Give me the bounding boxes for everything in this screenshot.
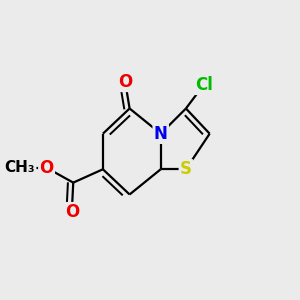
Text: O: O (39, 159, 54, 177)
Text: Cl: Cl (195, 76, 213, 94)
Text: CH₃: CH₃ (4, 160, 35, 175)
Text: O: O (118, 73, 132, 91)
Text: N: N (154, 125, 168, 143)
Text: O: O (64, 203, 79, 221)
Text: S: S (180, 160, 192, 178)
